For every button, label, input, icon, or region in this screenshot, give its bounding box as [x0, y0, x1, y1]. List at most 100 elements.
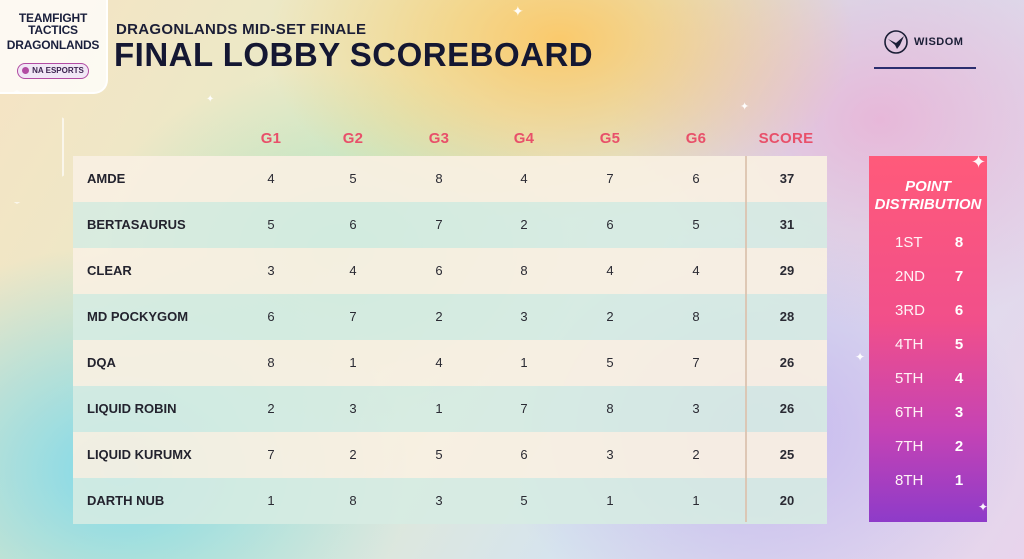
- point-distribution-panel: POINT DISTRIBUTION 1ST 8 2ND 7 3RD 6 4TH 5 5TH 4 6…: [869, 156, 987, 522]
- na-esports-badge: NA ESPORTS: [17, 63, 89, 79]
- sparkle-icon: ✦: [206, 94, 215, 105]
- game-placement-g3: 5: [435, 447, 443, 462]
- game-placement-g1: 2: [267, 401, 275, 416]
- sparkle-icon: ✦: [971, 152, 987, 173]
- distribution-place: 4TH: [895, 336, 924, 353]
- game-placement-g2: 6: [349, 217, 357, 232]
- game-placement-g6: 7: [692, 355, 700, 370]
- total-score: 26: [779, 355, 795, 370]
- sponsor-logo: WISDOM: [884, 30, 963, 54]
- player-name: AMDE: [87, 171, 126, 186]
- total-score: 31: [779, 217, 795, 232]
- decorative-hexagon: [0, 90, 64, 204]
- sponsor-underline: [874, 67, 976, 69]
- column-header-g1: G1: [260, 130, 282, 147]
- distribution-points: 3: [954, 404, 964, 421]
- event-logo: TEAMFIGHT TACTICS DRAGONLANDS NA ESPORTS: [0, 0, 108, 94]
- game-placement-g6: 5: [692, 217, 700, 232]
- game-placement-g4: 1: [520, 355, 528, 370]
- game-placement-g1: 5: [267, 217, 275, 232]
- distribution-place: 3RD: [895, 302, 926, 319]
- sparkle-icon: ✦: [512, 4, 524, 20]
- distribution-place: 1ST: [895, 234, 923, 251]
- game-placement-g5: 5: [606, 355, 614, 370]
- table-row: LIQUID ROBIN 2 3 1 7 8 3 26: [73, 386, 827, 432]
- column-header-g6: G6: [685, 130, 707, 147]
- distribution-place: 6TH: [895, 404, 924, 421]
- total-score: 25: [779, 447, 795, 462]
- table-row: LIQUID KURUMX 7 2 5 6 3 2 25: [73, 432, 827, 478]
- distribution-place: 8TH: [895, 472, 924, 489]
- player-name: LIQUID KURUMX: [87, 447, 192, 462]
- distribution-points: 1: [954, 472, 964, 489]
- game-placement-g3: 7: [435, 217, 443, 232]
- game-placement-g5: 1: [606, 493, 614, 508]
- game-placement-g6: 3: [692, 401, 700, 416]
- game-placement-g2: 2: [349, 447, 357, 462]
- player-name: MD POCKYGOM: [87, 309, 189, 324]
- column-header-g5: G5: [599, 130, 621, 147]
- column-header-g3: G3: [428, 130, 450, 147]
- game-placement-g5: 2: [606, 309, 614, 324]
- game-placement-g5: 8: [606, 401, 614, 416]
- total-score: 29: [779, 263, 795, 278]
- total-score: 20: [779, 493, 795, 508]
- sponsor-name: WISDOM: [914, 36, 964, 48]
- game-placement-g3: 8: [435, 171, 443, 186]
- logo-line-2: TACTICS: [28, 23, 78, 37]
- game-placement-g5: 6: [606, 217, 614, 232]
- column-header-g2: G2: [342, 130, 364, 147]
- table-row: BERTASAURUS 5 6 7 2 6 5 31: [73, 202, 827, 248]
- game-placement-g6: 6: [692, 171, 700, 186]
- logo-line-3: DRAGONLANDS: [6, 38, 100, 52]
- distribution-points: 2: [954, 438, 964, 455]
- player-name: DARTH NUB: [87, 493, 165, 508]
- game-placement-g2: 1: [349, 355, 357, 370]
- distribution-points: 6: [954, 302, 964, 319]
- game-placement-g3: 4: [435, 355, 443, 370]
- page-title: FINAL LOBBY SCOREBOARD: [114, 36, 594, 73]
- game-placement-g3: 6: [435, 263, 443, 278]
- game-placement-g4: 3: [520, 309, 528, 324]
- game-placement-g1: 8: [267, 355, 275, 370]
- na-esports-label: NA ESPORTS: [32, 66, 84, 75]
- total-score: 28: [779, 309, 795, 324]
- sparkle-icon: ✦: [740, 100, 750, 113]
- column-header-score: SCORE: [758, 130, 814, 147]
- score-divider: [745, 156, 747, 522]
- distribution-points: 8: [954, 234, 964, 251]
- page-subtitle: DRAGONLANDS MID-SET FINALE: [116, 21, 367, 38]
- player-name: CLEAR: [87, 263, 132, 278]
- wisdom-bird-icon: [884, 30, 908, 54]
- game-placement-g3: 1: [435, 401, 443, 416]
- total-score: 26: [779, 401, 795, 416]
- sparkle-icon: ✦: [978, 500, 989, 514]
- game-placement-g6: 4: [692, 263, 700, 278]
- game-placement-g2: 4: [349, 263, 357, 278]
- player-name: BERTASAURUS: [87, 217, 186, 232]
- game-placement-g6: 2: [692, 447, 700, 462]
- game-placement-g2: 7: [349, 309, 357, 324]
- table-row: DARTH NUB 1 8 3 5 1 1 20: [73, 478, 827, 524]
- table-row: AMDE 4 5 8 4 7 6 37: [73, 156, 827, 202]
- table-row: MD POCKYGOM 6 7 2 3 2 8 28: [73, 294, 827, 340]
- total-score: 37: [779, 171, 795, 186]
- distribution-points: 4: [954, 370, 964, 387]
- game-placement-g6: 8: [692, 309, 700, 324]
- distribution-points: 7: [954, 268, 964, 285]
- game-placement-g6: 1: [692, 493, 700, 508]
- game-placement-g1: 3: [267, 263, 275, 278]
- esports-dot-icon: [22, 67, 30, 74]
- game-placement-g5: 3: [606, 447, 614, 462]
- game-placement-g5: 7: [606, 171, 614, 186]
- sparkle-icon: ✦: [855, 350, 866, 364]
- game-placement-g1: 1: [267, 493, 275, 508]
- column-header-g4: G4: [513, 130, 535, 147]
- logo-line-1: TEAMFIGHT: [18, 11, 88, 25]
- game-placement-g4: 5: [520, 493, 528, 508]
- distribution-title-line-2: DISTRIBUTION: [874, 196, 982, 213]
- player-name: LIQUID ROBIN: [87, 401, 177, 416]
- game-placement-g3: 3: [435, 493, 443, 508]
- game-placement-g4: 4: [520, 171, 528, 186]
- table-row: CLEAR 3 4 6 8 4 4 29: [73, 248, 827, 294]
